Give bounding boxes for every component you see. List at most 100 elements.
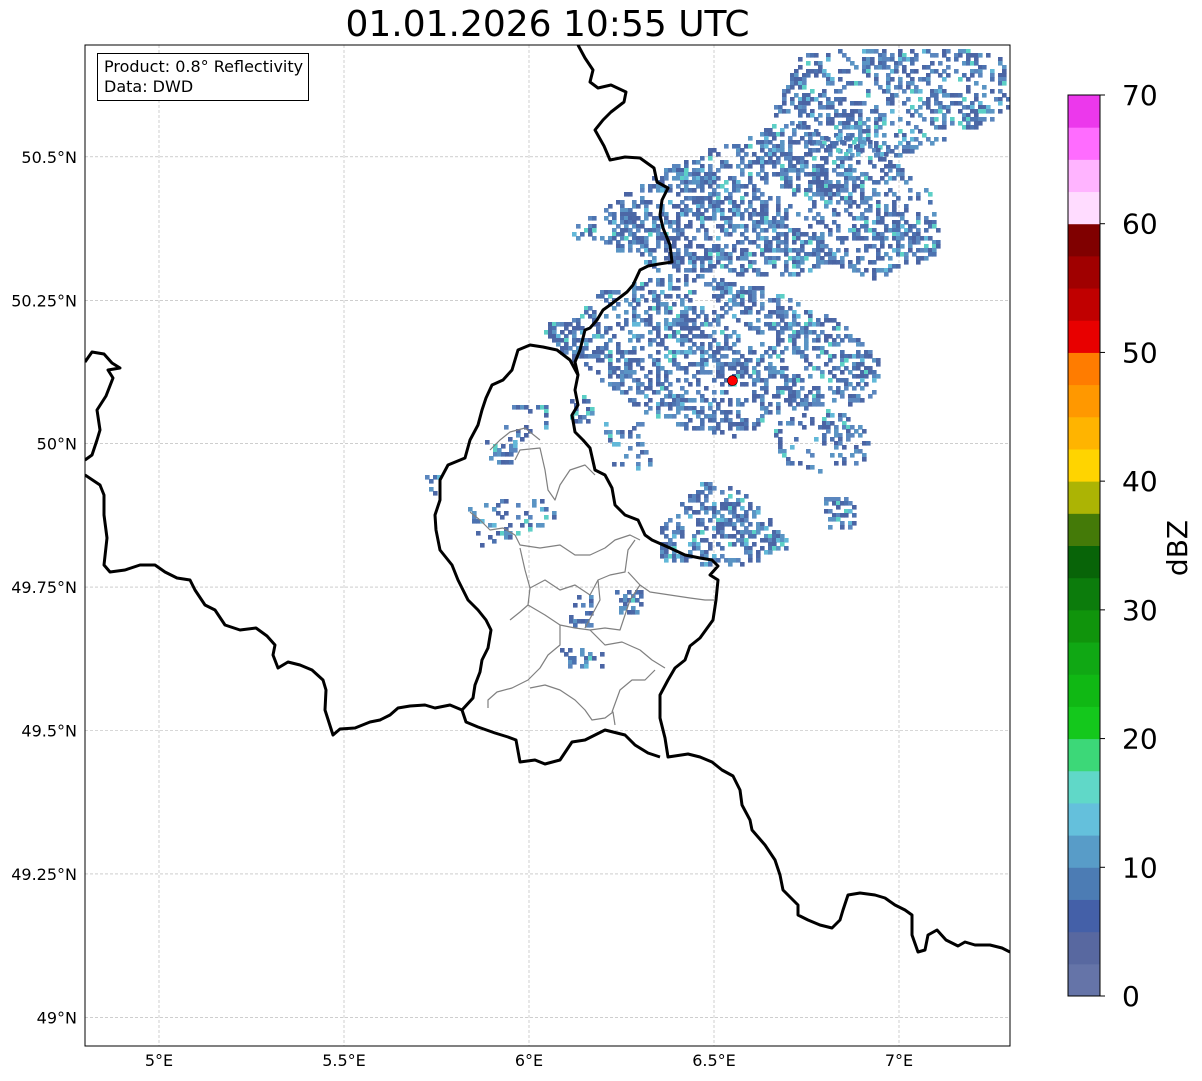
echo-cell — [620, 374, 625, 379]
radar-echoes — [425, 49, 1010, 669]
echo-cell — [858, 81, 863, 86]
echo-cell — [950, 121, 955, 126]
echo-cell — [656, 350, 661, 355]
echo-cell — [636, 382, 641, 387]
echo-cell — [974, 97, 979, 102]
echo-cell — [764, 366, 769, 371]
echo-cell — [806, 449, 811, 454]
echo-cell — [740, 148, 745, 153]
echo-cell — [844, 334, 849, 339]
echo-cell — [852, 224, 857, 229]
echo-cell — [860, 184, 865, 189]
echo-cell — [676, 394, 681, 399]
echo-cell — [615, 590, 620, 595]
echo-cell — [700, 322, 705, 327]
echo-cell — [966, 77, 971, 82]
echo-cell — [716, 406, 721, 411]
echo-cell — [636, 358, 641, 363]
echo-cell — [772, 260, 777, 265]
echo-cell — [608, 438, 613, 443]
echo-cell — [672, 394, 677, 399]
echo-cell — [760, 164, 765, 169]
echo-cell — [712, 278, 717, 283]
echo-cell — [736, 410, 741, 415]
echo-cell — [648, 330, 653, 335]
echo-cell — [894, 69, 899, 74]
echo-cell — [756, 156, 761, 161]
echo-cell — [858, 109, 863, 114]
echo-cell — [826, 413, 831, 418]
echo-cell — [708, 282, 713, 287]
echo-cell — [768, 220, 773, 225]
echo-cell — [736, 530, 741, 535]
echo-cell — [540, 523, 545, 528]
echo-cell — [870, 57, 875, 62]
echo-cell — [604, 346, 609, 351]
echo-cell — [504, 511, 509, 516]
echo-cell — [744, 358, 749, 363]
echo-cell — [700, 196, 705, 201]
echo-cell — [616, 290, 621, 295]
echo-cell — [578, 419, 583, 424]
echo-cell — [632, 370, 637, 375]
echo-cell — [496, 511, 501, 516]
echo-cell — [684, 318, 689, 323]
echo-cell — [926, 101, 931, 106]
echo-cell — [680, 200, 685, 205]
echo-cell — [788, 338, 793, 343]
echo-cell — [780, 148, 785, 153]
echo-cell — [488, 523, 493, 528]
echo-cell — [668, 382, 673, 387]
echo-cell — [768, 534, 773, 539]
echo-cell — [684, 422, 689, 427]
echo-cell — [656, 302, 661, 307]
echo-cell — [840, 172, 845, 177]
echo-cell — [778, 449, 783, 454]
echo-cell — [810, 421, 815, 426]
colorbar-swatch — [1068, 802, 1100, 836]
echo-cell — [828, 509, 833, 514]
echo-cell — [760, 302, 765, 307]
echo-cell — [880, 236, 885, 241]
echo-cell — [788, 326, 793, 331]
echo-cell — [796, 264, 801, 269]
echo-cell — [712, 350, 717, 355]
echo-cell — [868, 160, 873, 165]
echo-cell — [623, 594, 628, 599]
echo-cell — [636, 322, 641, 327]
echo-cell — [516, 429, 521, 434]
echo-cell — [748, 160, 753, 165]
echo-cell — [852, 366, 857, 371]
echo-cell — [736, 212, 741, 217]
echo-cell — [648, 228, 653, 233]
echo-cell — [628, 192, 633, 197]
echo-cell — [548, 326, 553, 331]
echo-cell — [772, 542, 777, 547]
echo-cell — [798, 121, 803, 126]
echo-cell — [764, 216, 769, 221]
echo-cell — [636, 216, 641, 221]
echo-cell — [884, 180, 889, 185]
echo-cell — [864, 208, 869, 213]
echo-cell — [600, 358, 605, 363]
echo-cell — [500, 499, 505, 504]
echo-cell — [778, 105, 783, 110]
echo-cell — [612, 370, 617, 375]
echo-cell — [818, 93, 823, 98]
echo-cell — [820, 180, 825, 185]
echo-cell — [664, 168, 669, 173]
echo-cell — [588, 314, 593, 319]
echo-cell — [862, 57, 867, 62]
echo-cell — [864, 370, 869, 375]
echo-cell — [680, 256, 685, 261]
x-tick-label: 7°E — [885, 1051, 913, 1070]
echo-cell — [814, 73, 819, 78]
echo-cell — [854, 445, 859, 450]
echo-cell — [660, 382, 665, 387]
echo-cell — [816, 168, 821, 173]
echo-cell — [688, 498, 693, 503]
echo-cell — [632, 286, 637, 291]
echo-cell — [664, 294, 669, 299]
echo-cell — [858, 129, 863, 134]
echo-cell — [768, 374, 773, 379]
